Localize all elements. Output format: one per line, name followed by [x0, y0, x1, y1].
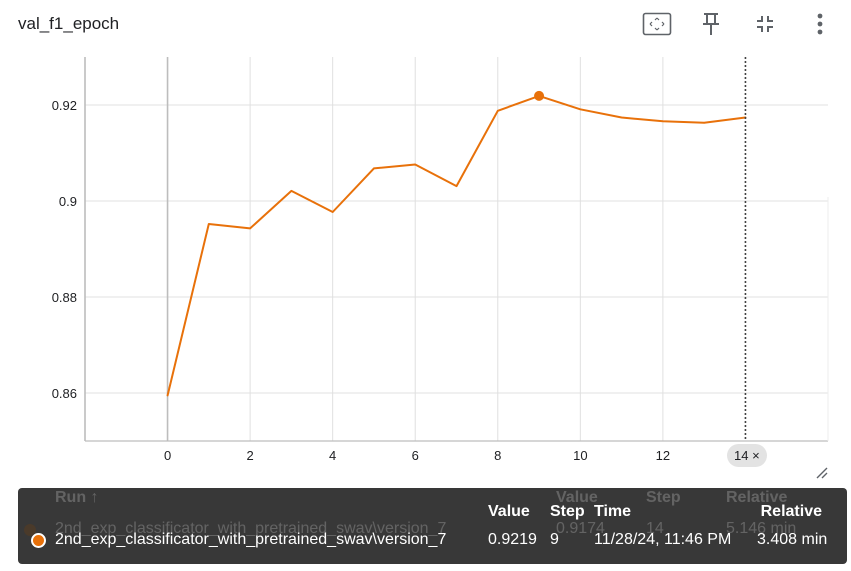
- highlighted-data-point: [534, 90, 545, 101]
- header-step: Step: [550, 503, 585, 520]
- series-line: [166, 94, 747, 397]
- row-relative: 3.408 min: [757, 531, 828, 548]
- header-relative: Relative: [760, 503, 822, 520]
- row-run-name: 2nd_exp_classificator_with_pretrained_sw…: [55, 531, 447, 548]
- fit-to-screen-button[interactable]: [642, 9, 672, 39]
- data-point: [166, 394, 168, 396]
- data-tooltip: Run ↑ Value Step Relative 2nd_exp_classi…: [18, 488, 847, 564]
- pin-button[interactable]: [696, 9, 726, 39]
- x-tick-label: 0: [164, 448, 171, 463]
- data-point: [414, 163, 416, 165]
- x-tick-label: 10: [573, 448, 587, 463]
- ghost-header-value: Value: [556, 489, 598, 506]
- chart-grid: [85, 57, 828, 441]
- data-point: [662, 120, 664, 122]
- more-options-button[interactable]: [805, 9, 835, 39]
- ghost-header-relative: Relative: [726, 489, 788, 506]
- run-color-dot: [31, 533, 46, 548]
- data-point: [620, 116, 622, 118]
- row-value: 0.9219: [488, 531, 537, 548]
- x-tick-label: 8: [494, 448, 501, 463]
- y-tick-label: 0.92: [52, 98, 77, 113]
- ghost-row-relative: 5.146 min: [726, 520, 797, 537]
- ghost-row-step: 14: [646, 520, 664, 537]
- header-value: Value: [488, 503, 530, 520]
- data-point: [208, 223, 210, 225]
- collapse-button[interactable]: [750, 9, 780, 39]
- ghost-row-value: 0.9174: [556, 520, 605, 537]
- ghost-run-color-dot: [24, 524, 36, 536]
- row-time: 11/28/24, 11:46 PM: [594, 531, 732, 548]
- data-point: [579, 108, 581, 110]
- data-point: [249, 227, 251, 229]
- pin-icon: [699, 11, 723, 37]
- x-tick-label: 12: [656, 448, 670, 463]
- x-tick-label: 6: [412, 448, 419, 463]
- data-point: [290, 190, 292, 192]
- y-tick-label: 0.9: [59, 194, 77, 209]
- data-point: [455, 185, 457, 187]
- data-point: [497, 110, 499, 112]
- chart-series: [166, 90, 747, 397]
- row-step: 9: [550, 531, 559, 548]
- collapse-icon: [753, 12, 777, 36]
- line-chart[interactable]: 0.86 0.88 0.9 0.92 0 2 4 6 8 10 12: [0, 0, 851, 490]
- x-tick-label: 4: [329, 448, 336, 463]
- resize-handle-icon[interactable]: [815, 466, 829, 480]
- x-tick-label: 2: [246, 448, 253, 463]
- chart-axes: [84, 57, 829, 442]
- ghost-row-run: 2nd_exp_classificator_with_pretrained_sw…: [55, 520, 447, 537]
- header-time: Time: [594, 503, 632, 520]
- more-vert-icon: [816, 12, 824, 36]
- x-axis-ticks: 0 2 4 6 8 10 12: [164, 448, 670, 463]
- ghost-header-step: Step: [646, 489, 681, 506]
- y-tick-label: 0.88: [52, 290, 77, 305]
- step-cursor-chip[interactable]: 14 ×: [727, 444, 767, 467]
- fit-to-screen-icon: [642, 11, 672, 37]
- y-tick-label: 0.86: [52, 386, 77, 401]
- chart-title: val_f1_epoch: [18, 14, 120, 33]
- data-point: [373, 167, 375, 169]
- ghost-header-run: Run ↑: [55, 489, 99, 506]
- y-axis-ticks: 0.86 0.88 0.9 0.92: [52, 98, 77, 401]
- data-point: [331, 211, 333, 213]
- data-point: [703, 122, 705, 124]
